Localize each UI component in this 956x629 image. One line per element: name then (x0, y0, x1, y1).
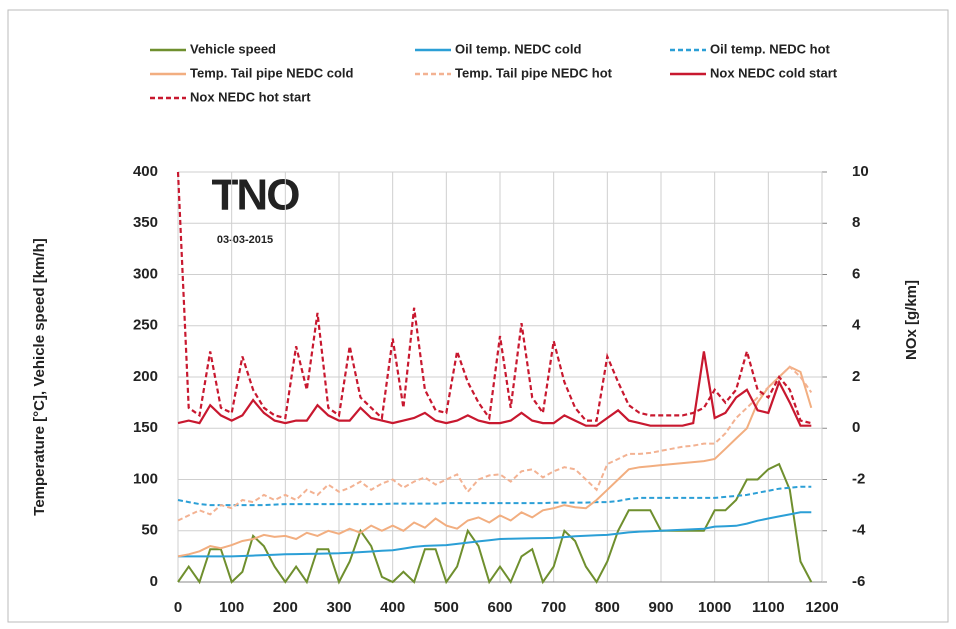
y-tick-label: 150 (133, 419, 158, 436)
y-axis-label: Temperature [°C], Vehicle speed [km/h] (31, 238, 48, 515)
date: 03-03-2015 (217, 234, 273, 246)
legend-label: Vehicle speed (190, 41, 276, 56)
legend-label: Oil temp. NEDC hot (710, 41, 831, 56)
x-tick-label: 100 (219, 599, 244, 616)
x-tick-label: 1100 (752, 599, 785, 616)
y2-axis-label: NOx [g/km] (903, 280, 920, 360)
y2-tick-label: 0 (852, 419, 860, 436)
y2-tick-label: -6 (852, 573, 865, 590)
series-line (177, 365, 813, 558)
frame (7, 9, 949, 623)
series-line (177, 485, 812, 507)
y2-tick-label: 8 (852, 214, 860, 231)
x-tick-label: 1000 (698, 599, 731, 616)
series-line (177, 351, 812, 427)
y2-tick-label: -2 (852, 470, 865, 487)
logo: TNO (212, 171, 300, 220)
x-tick-label: 600 (487, 599, 512, 616)
x-tick-label: 500 (434, 599, 459, 616)
series-line (176, 171, 812, 425)
x-tick-label: 700 (541, 599, 566, 616)
legend-label: Temp. Tail pipe NEDC hot (455, 65, 613, 80)
y-tick-label: 250 (133, 317, 158, 334)
series-line (178, 511, 812, 558)
y-tick-label: 100 (133, 470, 158, 487)
legend-label: Nox NEDC hot start (190, 89, 311, 104)
x-tick-label: 200 (273, 599, 298, 616)
y-tick-label: 0 (150, 573, 158, 590)
series-line (177, 365, 813, 522)
x-tick-label: 800 (595, 599, 620, 616)
legend-label: Temp. Tail pipe NEDC cold (190, 65, 354, 80)
x-tick-label: 0 (174, 599, 182, 616)
x-tick-label: 1200 (805, 599, 838, 616)
legend-label: Oil temp. NEDC cold (455, 41, 581, 56)
y2-tick-label: 10 (852, 163, 869, 180)
y-tick-label: 400 (133, 163, 158, 180)
y-tick-label: 50 (141, 522, 158, 539)
x-tick-label: 900 (648, 599, 673, 616)
x-tick-label: 300 (326, 599, 351, 616)
y-tick-label: 200 (133, 368, 158, 385)
y-tick-label: 300 (133, 265, 158, 282)
y-tick-label: 350 (133, 214, 158, 231)
x-tick-label: 400 (380, 599, 405, 616)
y2-tick-label: 2 (852, 368, 860, 385)
y2-tick-label: 4 (852, 317, 861, 334)
y2-tick-label: -4 (852, 522, 866, 539)
legend-label: Nox NEDC cold start (710, 65, 838, 80)
y2-tick-label: 6 (852, 265, 860, 282)
